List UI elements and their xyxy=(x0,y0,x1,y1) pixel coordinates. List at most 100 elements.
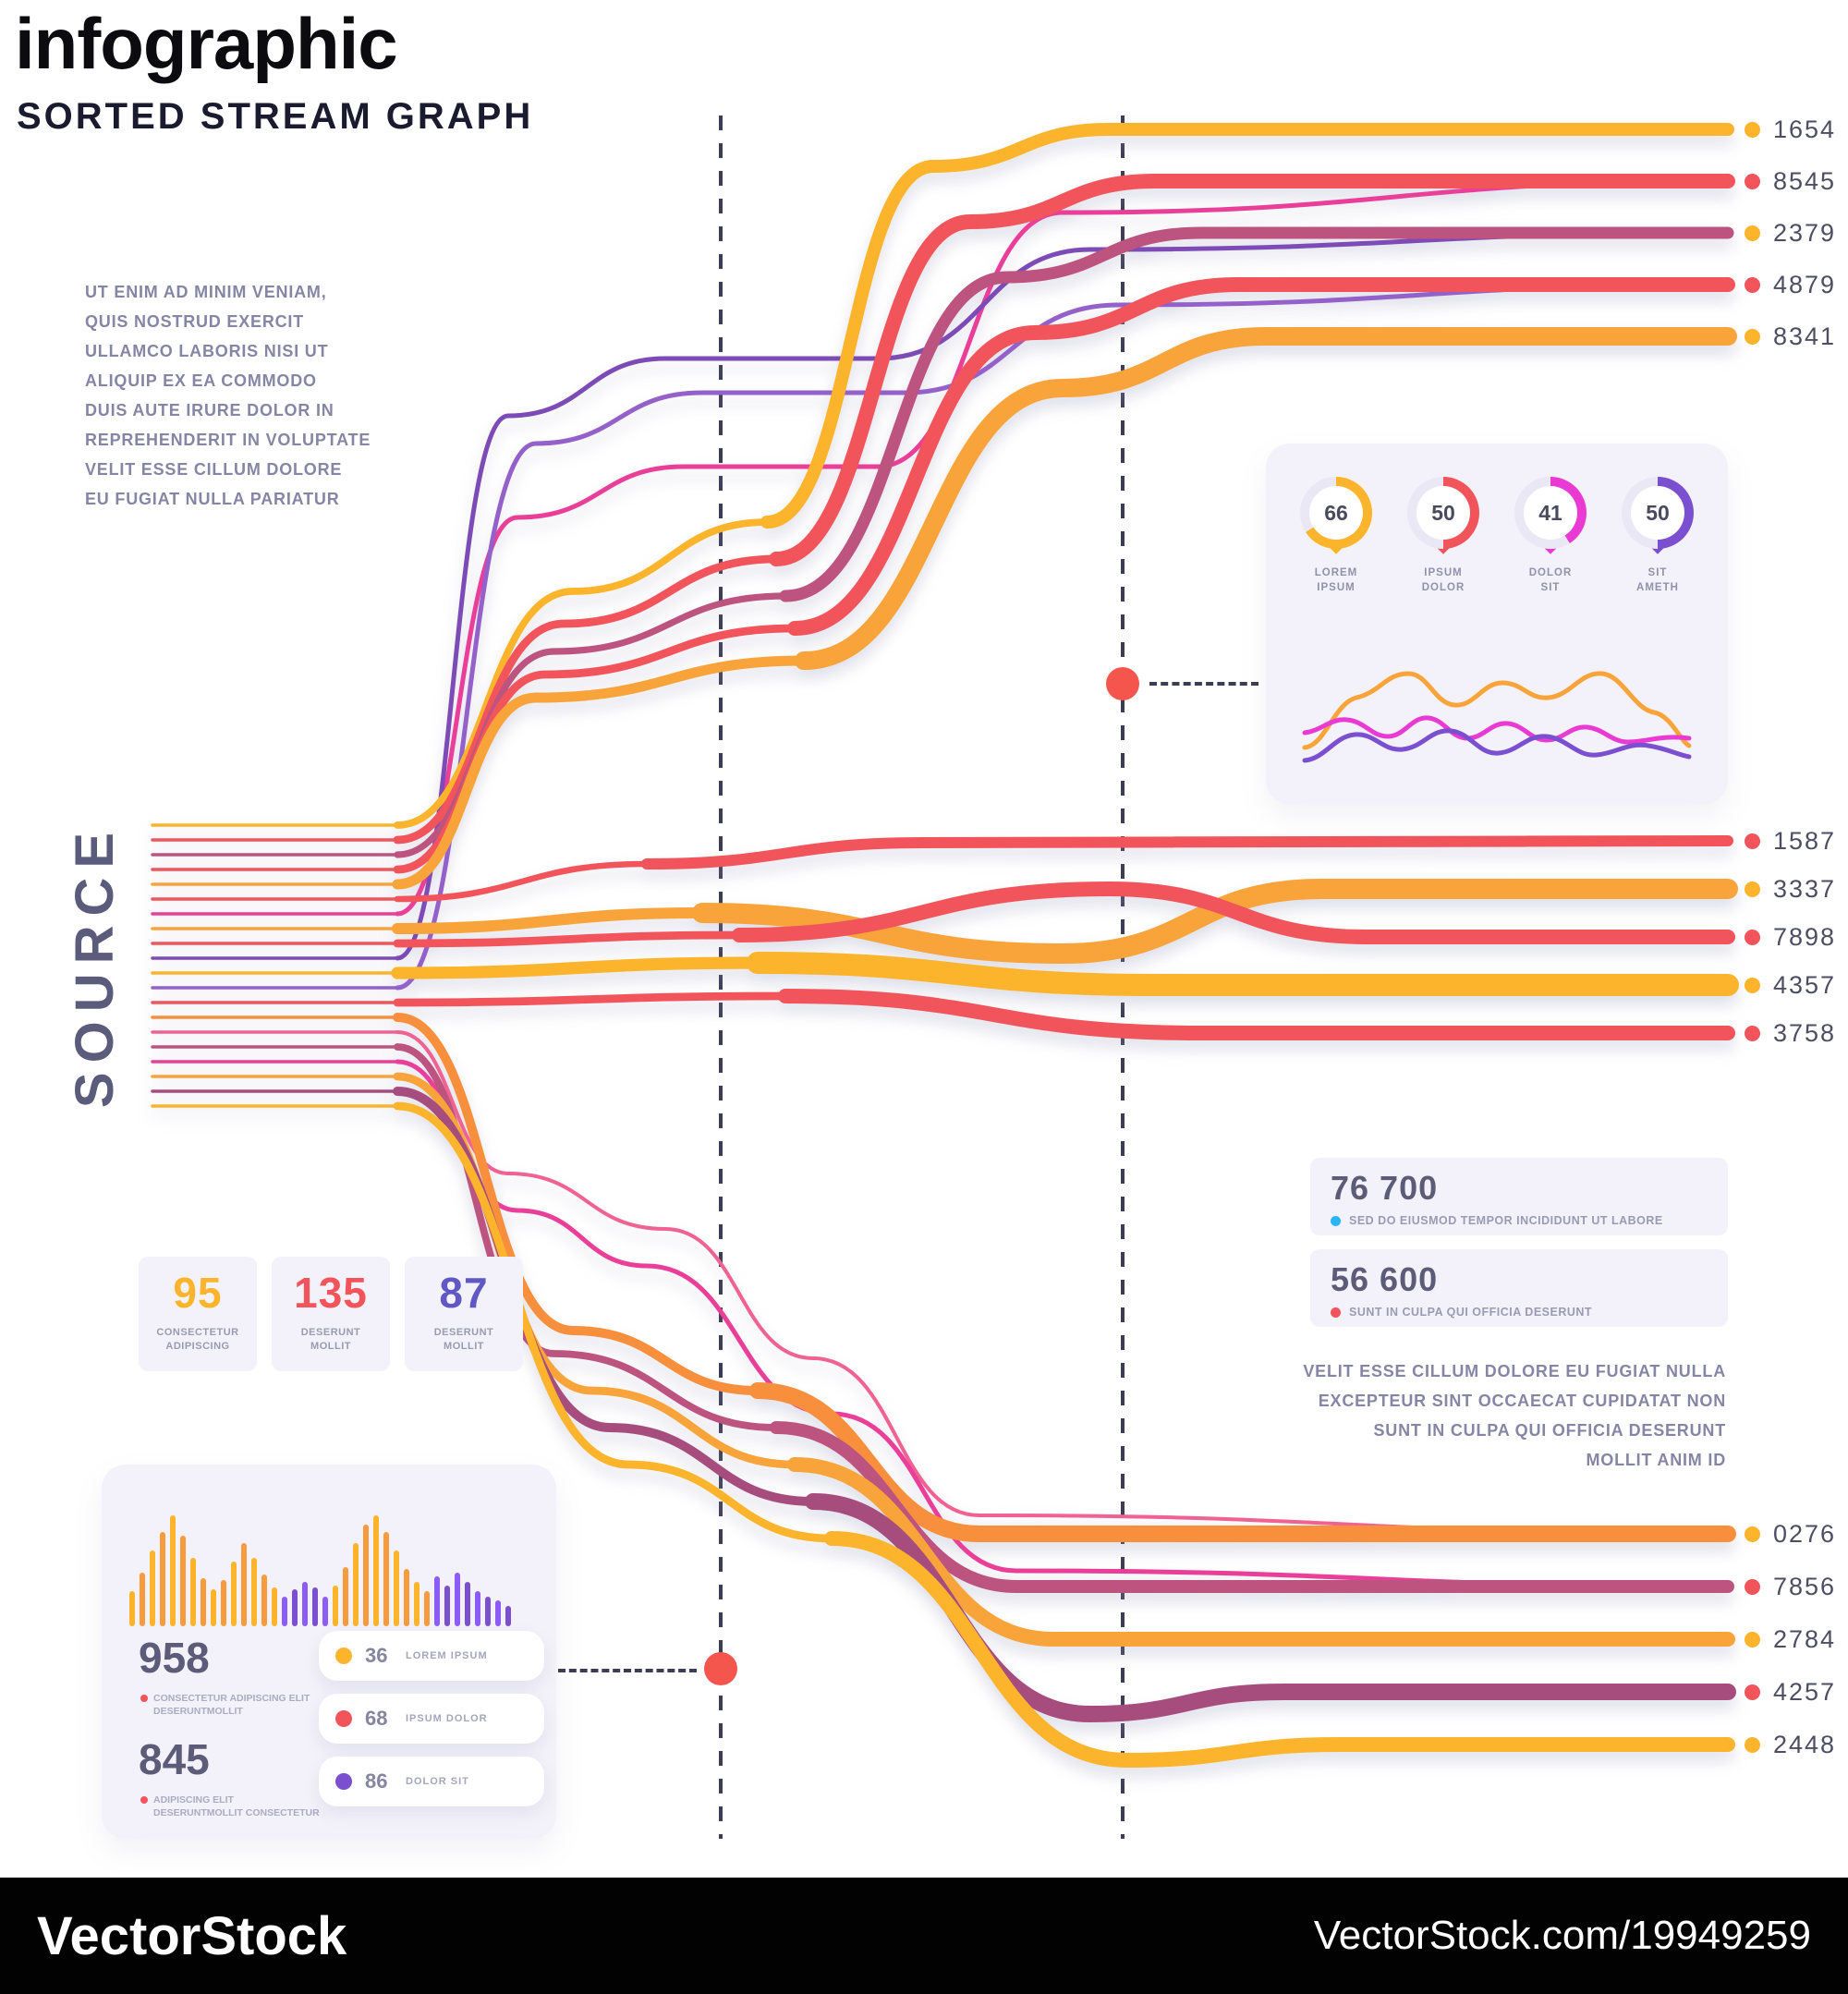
page-title: infographic xyxy=(15,3,398,84)
bar xyxy=(312,1587,318,1626)
stream-path xyxy=(747,952,1739,997)
card-caption-line: DESERUNT xyxy=(433,1327,494,1338)
pin-label: DOLOR SIT xyxy=(1502,565,1599,595)
card-value: 87 xyxy=(439,1269,489,1317)
pin-value: 50 xyxy=(1416,486,1470,540)
top-endpoint-values: 1654 8545 2379 4879 8341 xyxy=(1745,114,1836,352)
endpoint-dot xyxy=(1745,929,1760,945)
card-caption-line: MOLLIT xyxy=(310,1341,351,1352)
paragraph-line: VELIT ESSE CILLUM DOLORE EU FUGIAT NULLA xyxy=(1303,1362,1726,1380)
pin-label-line: AMETH xyxy=(1636,582,1679,593)
legend-value: 86 xyxy=(365,1769,388,1793)
endpoint-value: 4257 xyxy=(1773,1677,1837,1706)
stat-caption: SED DO EIUSMOD TEMPOR INCIDIDUNT UT LABO… xyxy=(1349,1214,1663,1227)
pin-value: 50 xyxy=(1631,486,1684,540)
pin-gauge: 50 SIT AMETH xyxy=(1610,477,1706,595)
stat-dot xyxy=(1331,1307,1341,1318)
pin-label-line: DOLOR xyxy=(1528,567,1573,578)
card-caption: DESERUNT MOLLIT xyxy=(272,1326,390,1354)
bar-chart xyxy=(129,1490,530,1626)
value-label-row: 1654 xyxy=(1745,114,1836,145)
legend-dot xyxy=(335,1647,352,1664)
value-label-row: 8341 xyxy=(1745,321,1836,352)
stream-path xyxy=(760,122,1734,529)
paragraph-line: REPREHENDERIT IN VOLUPTATE xyxy=(85,431,371,449)
bar xyxy=(373,1515,379,1626)
bar xyxy=(221,1580,226,1626)
paragraph-line: EU FUGIAT NULLA PARIATUR xyxy=(85,490,340,508)
bar xyxy=(353,1543,359,1626)
bar xyxy=(201,1578,206,1626)
legend-label: LOREM IPSUM xyxy=(406,1650,488,1661)
gauge-row: 66 LOREM IPSUM 50 IPSUM DOLOR 41 DOLOR SIT 50 SIT A… xyxy=(1288,477,1706,595)
stream-path xyxy=(641,835,1733,869)
endpoint-dot xyxy=(1745,1684,1760,1700)
bar xyxy=(455,1573,460,1626)
bar xyxy=(485,1597,491,1626)
stream-path xyxy=(732,881,1735,945)
vectorstock-logo: VectorStock xyxy=(37,1905,347,1966)
stat-value: 76 700 xyxy=(1331,1169,1439,1207)
stream-path xyxy=(795,326,1737,670)
panel-stat-caption: CONSECTETUR ADIPISCING ELIT DESERUNTMOLLI… xyxy=(140,1692,310,1718)
bar xyxy=(363,1525,369,1626)
value-label-row: 0276 xyxy=(1745,1518,1836,1550)
bar xyxy=(211,1589,216,1626)
value-label-row: 7856 xyxy=(1745,1571,1836,1602)
stream-path xyxy=(778,989,1735,1041)
bar xyxy=(292,1589,298,1626)
connector-dot-bottom xyxy=(704,1652,737,1685)
pin-gauge: 41 DOLOR SIT xyxy=(1502,477,1599,595)
endpoint-value: 7856 xyxy=(1773,1572,1837,1600)
bar xyxy=(272,1587,277,1626)
legend-value: 36 xyxy=(365,1644,388,1667)
bar xyxy=(333,1586,338,1626)
pin-value: 66 xyxy=(1309,486,1363,540)
legend-row: 68 IPSUM DOLOR xyxy=(319,1694,544,1744)
pin-ring: 41 xyxy=(1514,477,1587,549)
wave-series-orange xyxy=(1302,671,1692,750)
value-label-row: 4257 xyxy=(1745,1676,1836,1708)
bar xyxy=(475,1591,480,1626)
stream-path xyxy=(395,178,1731,917)
bar xyxy=(241,1543,247,1626)
stat-box-1: 76 700 SED DO EIUSMOD TEMPOR INCIDIDUNT … xyxy=(1310,1158,1728,1235)
stream-path xyxy=(787,1457,1735,1647)
value-label-row: 2784 xyxy=(1745,1623,1836,1655)
pin-gauge: 50 IPSUM DOLOR xyxy=(1395,477,1491,595)
value-label-row: 4879 xyxy=(1745,269,1836,300)
bar xyxy=(261,1575,267,1626)
endpoint-value: 4879 xyxy=(1773,270,1837,298)
stat-value: 56 600 xyxy=(1331,1260,1439,1298)
panel-stat-value: 958 xyxy=(139,1634,210,1682)
stream-path xyxy=(395,282,1731,991)
endpoint-value: 3758 xyxy=(1773,1018,1837,1047)
bar xyxy=(505,1606,511,1626)
paragraph-line: QUIS NOSTRUD EXERCIT xyxy=(85,312,305,331)
pin-gauge: 66 LOREM IPSUM xyxy=(1288,477,1384,595)
card-caption-line: ADIPISCING xyxy=(165,1341,230,1352)
watermark-bar: VectorStock VectorStock.com/19949259 xyxy=(0,1878,1848,1994)
bar xyxy=(282,1597,287,1626)
middle-endpoint-values: 1587 3337 7898 4357 3758 xyxy=(1745,825,1836,1049)
bar xyxy=(404,1569,409,1626)
outro-paragraph: VELIT ESSE CILLUM DOLORE EU FUGIAT NULLA… xyxy=(1303,1356,1726,1475)
endpoint-dot xyxy=(1745,121,1760,138)
bar xyxy=(140,1573,145,1626)
endpoint-value: 4357 xyxy=(1773,970,1837,999)
panel-stat-value: 845 xyxy=(139,1735,210,1783)
pin-ring: 66 xyxy=(1300,477,1372,549)
endpoint-value: 3337 xyxy=(1773,874,1837,903)
pin-label-line: DOLOR xyxy=(1421,582,1465,593)
bar xyxy=(129,1591,135,1626)
connector-line-top xyxy=(1149,682,1258,686)
page-subtitle: SORTED STREAM GRAPH xyxy=(17,96,534,137)
value-label-row: 3758 xyxy=(1745,1017,1836,1049)
endpoint-dot xyxy=(1745,173,1760,189)
paragraph-line: SUNT IN CULPA QUI OFFICIA DESERUNT xyxy=(1373,1421,1726,1440)
caption-line: DESERUNTMOLLIT xyxy=(153,1706,243,1717)
wave-series-purple xyxy=(1302,728,1692,763)
gauge-panel: 66 LOREM IPSUM 50 IPSUM DOLOR 41 DOLOR SIT 50 SIT A… xyxy=(1266,444,1728,804)
stream-path xyxy=(395,230,1731,961)
legend-row: 86 DOLOR SIT xyxy=(319,1757,544,1806)
